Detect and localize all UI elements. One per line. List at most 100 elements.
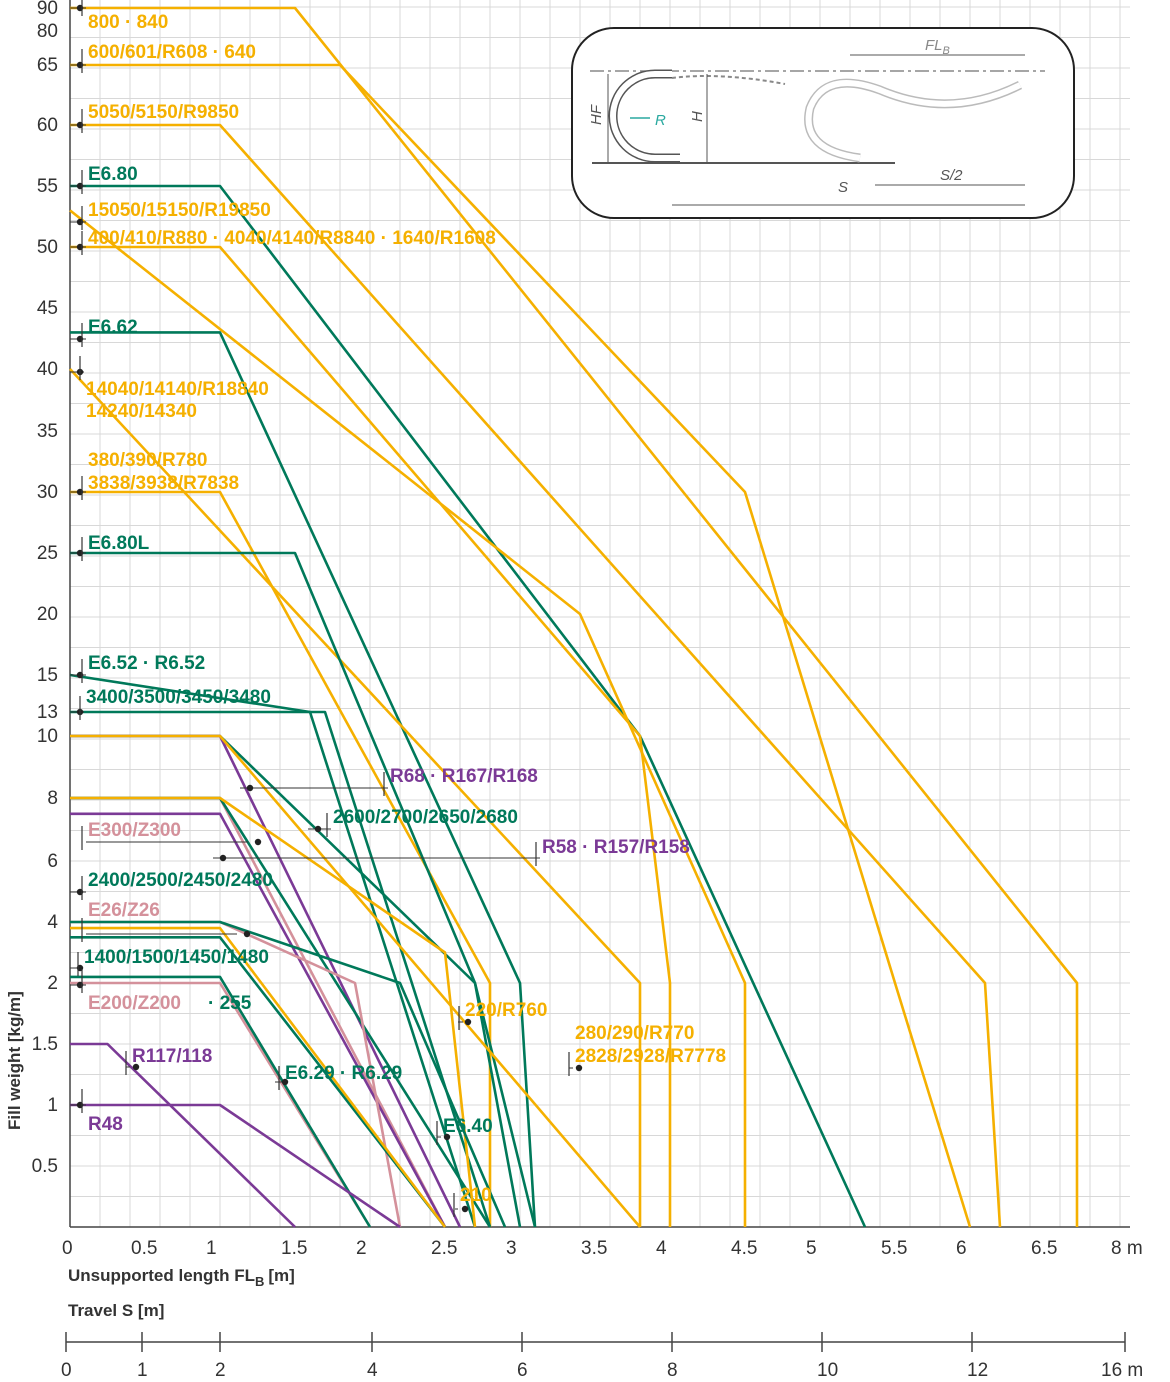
inset-fl-label: FLB bbox=[925, 37, 950, 57]
series-line-26 bbox=[70, 1103, 401, 1229]
series-line-11 bbox=[70, 710, 492, 1228]
series-label-3: E6.80 bbox=[88, 164, 138, 185]
y-tick-16: 50 bbox=[37, 237, 58, 258]
travel-tick-8: 16 m bbox=[1101, 1360, 1143, 1381]
label-marker-29 bbox=[443, 1133, 451, 1141]
series-label-11: E6.80L bbox=[88, 533, 150, 554]
series-label-6: E6.62 bbox=[88, 317, 138, 338]
x-axis-label-main: Unsupported length FL bbox=[68, 1266, 255, 1285]
x-tick-8: 4 bbox=[656, 1238, 667, 1259]
y-tick-20: 80 bbox=[37, 21, 58, 42]
y-tick-9: 15 bbox=[37, 665, 58, 686]
axis-ticks: 0 0.5 1 1.5 2 2.5 3 3.5 4 4.5 5 5.5 6 6.5 8 m0.511.524… bbox=[32, 0, 1143, 1259]
label-marker-24 bbox=[575, 1064, 583, 1072]
series-line-25 bbox=[70, 1042, 296, 1228]
series-label-26: R117/118 bbox=[132, 1046, 212, 1067]
x-tick-3: 1.5 bbox=[281, 1238, 307, 1259]
series-label-20: 1400/1500/1450/1480 bbox=[84, 947, 269, 968]
inset-h-label: H bbox=[689, 111, 706, 122]
series-label-28: R48 bbox=[88, 1114, 123, 1135]
travel-tick-4: 6 bbox=[517, 1360, 528, 1381]
series-line-6 bbox=[70, 331, 537, 1228]
x-tick-11: 5.5 bbox=[881, 1238, 907, 1259]
series-line-18 bbox=[70, 796, 477, 1228]
series-label-15: 2600/2700/2650/2680 bbox=[333, 807, 518, 828]
inset-fl-sub: B bbox=[943, 45, 950, 57]
series-line-8 bbox=[70, 490, 492, 1227]
series-line-22 bbox=[70, 975, 372, 1228]
series-line-5 bbox=[70, 245, 672, 1227]
travel-tick-2: 2 bbox=[215, 1360, 226, 1381]
series-label-1: 600/601/R608 · 640 bbox=[88, 42, 256, 63]
y-tick-14: 40 bbox=[37, 359, 58, 380]
travel-tick-0: 0 bbox=[61, 1360, 72, 1381]
series-label-30: 210 bbox=[460, 1185, 492, 1206]
series-line-20 bbox=[70, 935, 447, 1228]
series-label-9: 380/390/R780 bbox=[88, 450, 207, 471]
travel-tick-5: 8 bbox=[667, 1360, 678, 1381]
x-tick-9: 4.5 bbox=[731, 1238, 757, 1259]
x-tick-14: 8 m bbox=[1111, 1238, 1143, 1259]
series-line-0 bbox=[70, 6, 1079, 1227]
inset-hf-label: HF bbox=[588, 104, 605, 125]
x-tick-4: 2 bbox=[356, 1238, 367, 1259]
inset-fl-main: FL bbox=[925, 37, 943, 54]
series-label-27: E6.29 · R6.29 bbox=[285, 1063, 402, 1084]
series-label-8: 14240/14340 bbox=[86, 401, 197, 422]
series-line-24 bbox=[70, 926, 447, 1228]
series-line-16 bbox=[70, 812, 447, 1228]
x-tick-1: 0.5 bbox=[131, 1238, 157, 1259]
x-tick-10: 5 bbox=[806, 1238, 817, 1259]
inset-r-label: R bbox=[655, 112, 666, 129]
inset-frame bbox=[571, 27, 1075, 219]
series-labels: 800 · 840 600/601/R608 · 640 5050/5150/R98… bbox=[70, 0, 726, 1217]
y-tick-8: 13 bbox=[37, 702, 58, 723]
travel-tick-1: 1 bbox=[137, 1360, 148, 1381]
y-tick-2: 1.5 bbox=[32, 1034, 58, 1055]
inset-s-label: S bbox=[838, 179, 848, 196]
series-lines bbox=[69, 6, 1079, 1229]
y-axis-label: Fill weight [kg/m] bbox=[5, 991, 24, 1130]
label-marker-14 bbox=[246, 784, 254, 792]
series-label-21: E200/Z200 bbox=[88, 993, 181, 1014]
label-marker-15 bbox=[314, 825, 322, 833]
y-tick-15: 45 bbox=[37, 298, 58, 319]
series-label-17: R58 · R157/R158 bbox=[542, 837, 690, 858]
series-line-14 bbox=[70, 734, 641, 1228]
inset-s2-label: S/2 bbox=[940, 167, 963, 184]
series-line-4 bbox=[69, 209, 747, 1227]
x-axis-label-sub: B bbox=[255, 1274, 264, 1289]
travel-tick-3: 4 bbox=[367, 1360, 378, 1381]
series-label-14: R68 · R167/R168 bbox=[390, 766, 538, 787]
x-axis-label: Unsupported length FLB [m] bbox=[68, 1266, 295, 1289]
series-label-18: 2400/2500/2450/2480 bbox=[88, 870, 273, 891]
label-marker-26 bbox=[132, 1063, 140, 1071]
x-tick-7: 3.5 bbox=[581, 1238, 607, 1259]
series-label-23: 220/R760 bbox=[465, 1000, 547, 1021]
y-tick-17: 55 bbox=[37, 176, 58, 197]
series-label-22: · 255 bbox=[208, 993, 252, 1014]
y-tick-0: 0.5 bbox=[32, 1156, 58, 1177]
series-label-19: E26/Z26 bbox=[88, 900, 160, 921]
y-tick-11: 25 bbox=[37, 543, 58, 564]
label-marker-23 bbox=[464, 1018, 472, 1026]
travel-tick-7: 12 bbox=[967, 1360, 988, 1381]
series-label-25: 2828/2928/R7778 bbox=[575, 1046, 726, 1067]
x-tick-6: 3 bbox=[506, 1238, 517, 1259]
label-marker-19 bbox=[243, 930, 251, 938]
label-marker-16 bbox=[254, 838, 262, 846]
series-line-1 bbox=[70, 63, 972, 1228]
series-line-7 bbox=[69, 368, 642, 1227]
y-tick-5: 6 bbox=[47, 851, 58, 872]
y-tick-4: 4 bbox=[47, 912, 58, 933]
series-line-9 bbox=[70, 551, 522, 1228]
y-tick-7: 10 bbox=[37, 726, 58, 747]
x-tick-2: 1 bbox=[206, 1238, 217, 1259]
series-line-2 bbox=[70, 123, 1002, 1228]
x-tick-12: 6 bbox=[956, 1238, 967, 1259]
series-line-3 bbox=[70, 184, 867, 1228]
series-label-13: 3400/3500/3450/3480 bbox=[86, 687, 271, 708]
y-tick-3: 2 bbox=[47, 973, 58, 994]
inset-chain-upper bbox=[671, 75, 786, 85]
